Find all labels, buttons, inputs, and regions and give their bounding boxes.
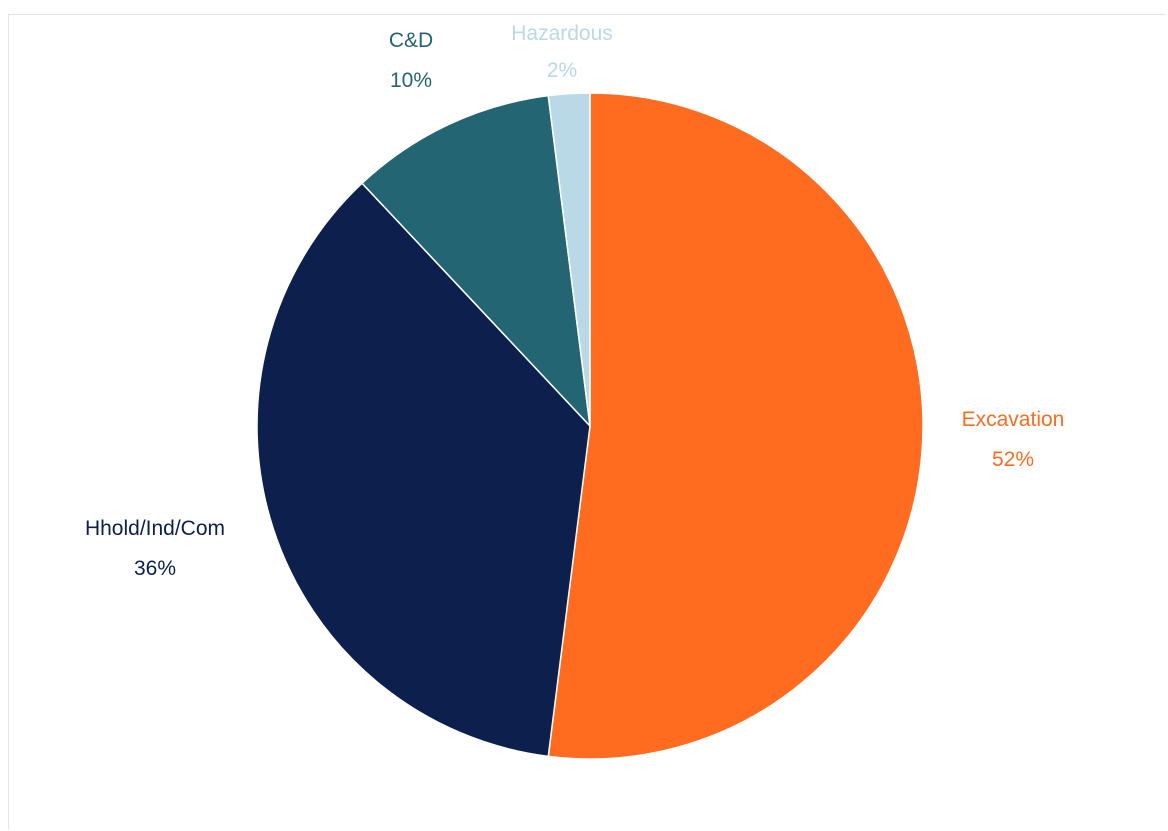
slice-label-hazardous: Hazardous 2%: [511, 22, 613, 82]
pie-slices: [256, 92, 924, 760]
slice-percent-label: 2%: [547, 59, 577, 82]
pie-slice-hazardous: [547, 92, 591, 427]
slice-category-label: Excavation: [962, 408, 1065, 431]
slice-category-label: Hazardous: [511, 22, 613, 45]
slice-category-label: C&D: [389, 29, 433, 52]
pie-slice-hhold-ind-com: [256, 182, 591, 758]
slice-percent-label: 52%: [992, 448, 1034, 471]
pie-slice-c-d: [360, 94, 592, 429]
slice-label-c-d: C&D 10%: [389, 29, 433, 92]
pie-slice-excavation: [547, 92, 924, 760]
pie-labels: Excavation 52% Hhold/Ind/Com 36% C&D 10% Hazar…: [85, 22, 1064, 580]
slice-label-excavation: Excavation 52%: [962, 408, 1065, 471]
slice-percent-label: 10%: [390, 69, 432, 92]
slice-label-hhold-ind-com: Hhold/Ind/Com 36%: [85, 517, 225, 580]
slice-percent-label: 36%: [134, 557, 176, 580]
slice-category-label: Hhold/Ind/Com: [85, 517, 225, 540]
